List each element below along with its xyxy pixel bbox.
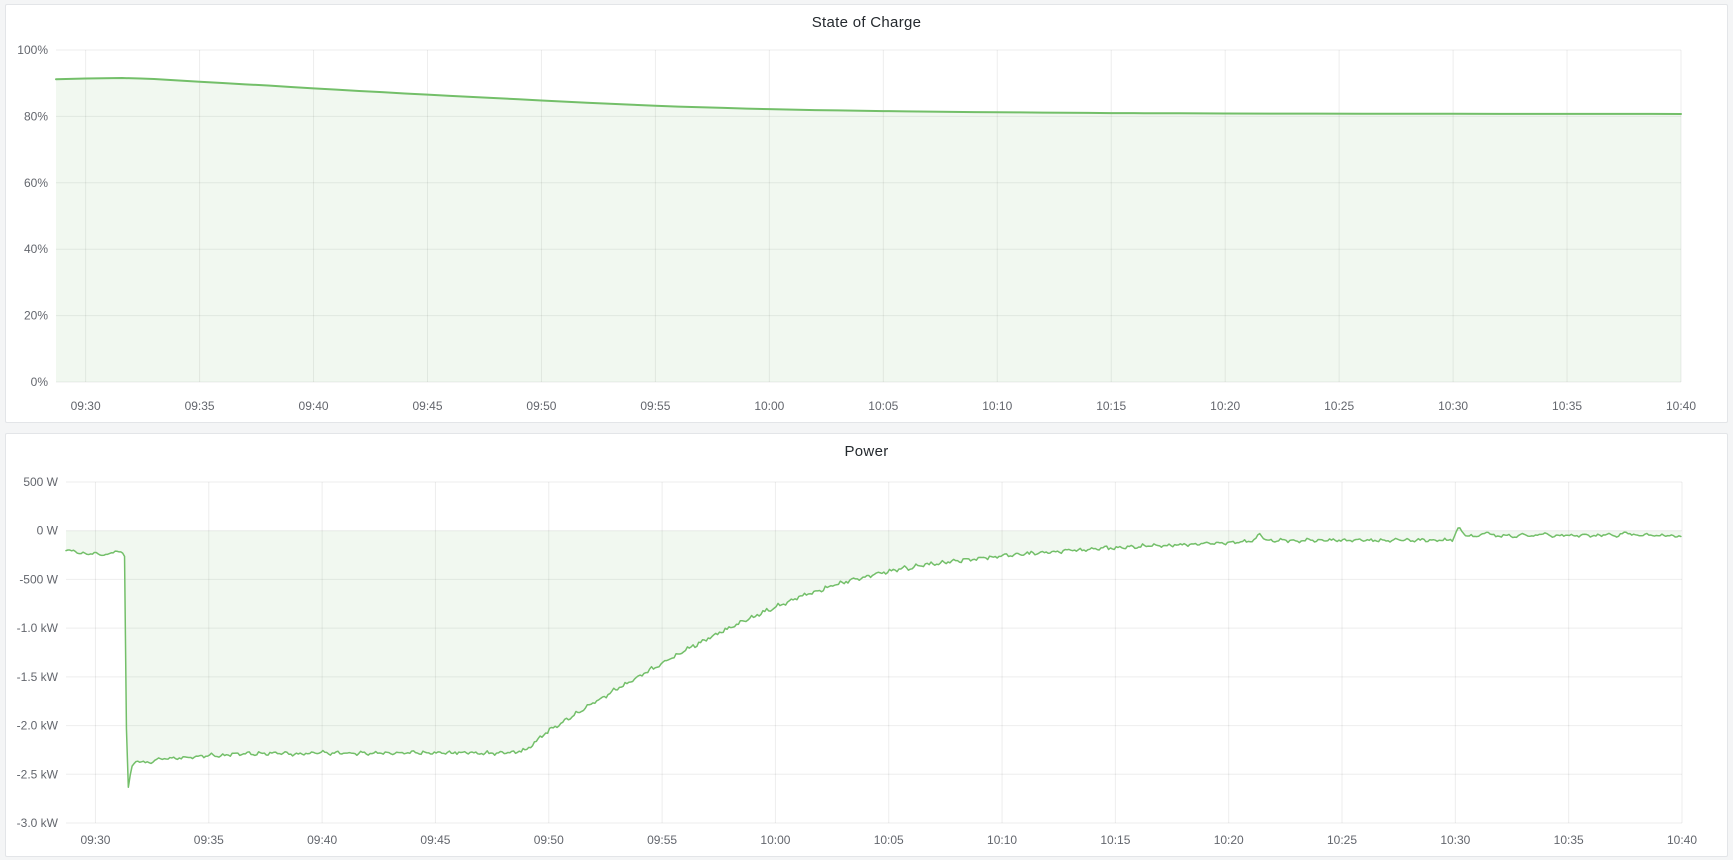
x-axis-tick-label: 10:25 [1324,399,1354,413]
x-axis-tick-label: 10:05 [874,833,904,847]
x-axis-tick-label: 09:40 [299,399,329,413]
x-axis-tick-label: 10:20 [1210,399,1240,413]
x-axis-tick-label: 10:00 [760,833,790,847]
series-area-fill [56,78,1681,383]
x-axis-tick-label: 10:35 [1552,399,1582,413]
x-axis-tick-label: 09:55 [640,399,670,413]
panel-title-power: Power [844,442,889,460]
x-axis-tick-label: 09:30 [80,833,110,847]
y-axis-tick-label: -2.0 kW [17,719,59,733]
y-axis-tick-label: 500 W [23,475,58,489]
x-axis-tick-label: 10:10 [987,833,1017,847]
x-axis-tick-label: 10:40 [1666,399,1696,413]
x-axis-tick-label: 09:40 [307,833,337,847]
x-axis-tick-label: 09:35 [194,833,224,847]
x-axis-tick-label: 10:25 [1327,833,1357,847]
series-area-fill [66,527,1681,788]
x-axis-tick-label: 10:35 [1554,833,1584,847]
x-axis-tick-label: 09:45 [420,833,450,847]
y-axis-tick-label: -500 W [19,572,58,586]
y-axis-tick-label: 0 W [37,524,59,538]
state-of-charge-chart[interactable]: 0% 20% 40% 60% 80% 100% 09:30 09:35 09:40 09:45 09… [6,5,1726,422]
panel-state-of-charge: State of Charge 0% 20% 40% 60% 80% 100% 09:30 0… [5,4,1728,423]
x-axis-tick-label: 09:55 [647,833,677,847]
x-axis-tick-label: 10:30 [1440,833,1470,847]
series-line [65,527,1682,788]
power-chart[interactable]: 500 W 0 W -500 W -1.0 kW -1.5 kW -2.0 kW -2.5 … [6,434,1726,856]
y-axis-tick-label: 60% [24,176,48,190]
y-axis-tick-label: 80% [24,109,48,123]
panel-title-state-of-charge: State of Charge [811,13,922,31]
y-axis-tick-label: 0% [31,375,49,389]
y-axis-tick-label: 100% [17,43,48,57]
x-axis-tick-label: 09:50 [534,833,564,847]
y-axis-tick-label: -2.5 kW [17,767,59,781]
series-line [55,77,1682,115]
x-axis-tick-label: 10:00 [754,399,784,413]
x-axis-tick-label: 09:30 [71,399,101,413]
x-axis-tick-label: 10:15 [1100,833,1130,847]
x-axis-tick-label: 09:50 [526,399,556,413]
panel-header-state-of-charge[interactable]: State of Charge [6,10,1727,34]
x-axis-tick-label: 10:10 [982,399,1012,413]
x-axis-tick-label: 10:40 [1667,833,1697,847]
y-axis-tick-label: -3.0 kW [17,816,59,830]
panel-header-power[interactable]: Power [6,439,1727,463]
x-axis-tick-label: 09:45 [412,399,442,413]
y-axis-tick-label: 20% [24,309,48,323]
x-axis-tick-label: 10:05 [868,399,898,413]
y-axis-tick-label: 40% [24,242,48,256]
x-axis-tick-label: 10:30 [1438,399,1468,413]
x-axis-tick-label: 10:15 [1096,399,1126,413]
panel-power: Power 500 W 0 W -500 W -1.0 kW -1.5 kW -2.0 k… [5,433,1728,857]
x-axis-tick-label: 09:35 [185,399,215,413]
y-axis-tick-label: -1.0 kW [17,621,59,635]
x-axis-tick-label: 10:20 [1214,833,1244,847]
y-axis-tick-label: -1.5 kW [17,670,59,684]
